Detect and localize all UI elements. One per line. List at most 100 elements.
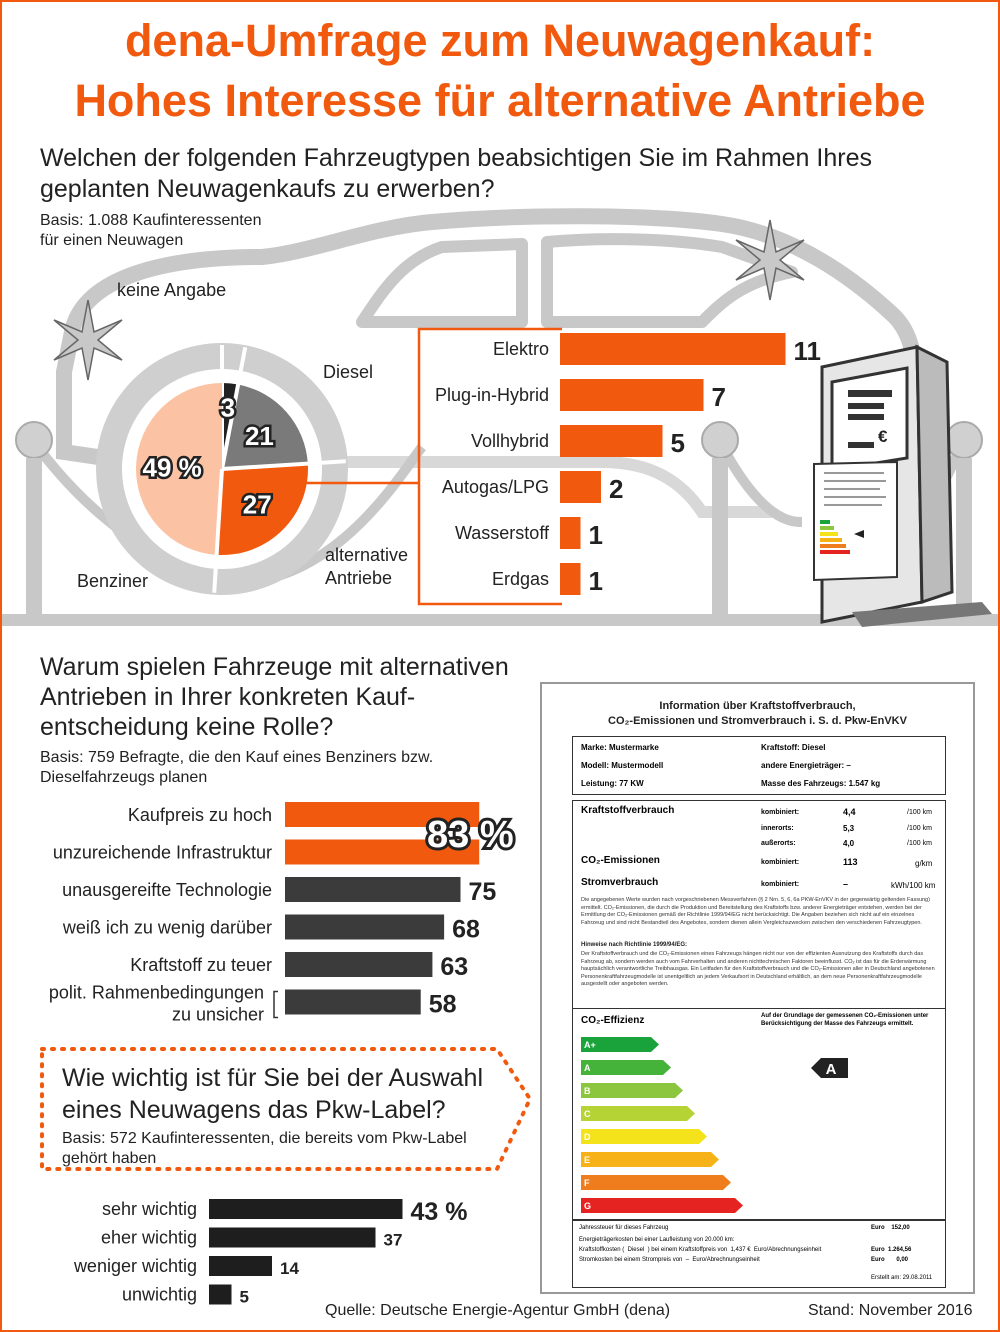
- section3-basis-line2: gehört haben: [62, 1150, 157, 1167]
- consumption-unit-3: /100 km: [907, 840, 932, 847]
- efficiency-class-label-5: E: [584, 1155, 590, 1165]
- section1-basis-line1: Basis: 1.088 Kaufinteressenten: [40, 212, 262, 229]
- efficiency-class-5: [581, 1152, 719, 1167]
- consumption-kombiniert-label: kombiniert:: [761, 809, 800, 816]
- section3-question-line2: eines Neuwagens das Pkw-Label?: [62, 1096, 446, 1124]
- pkw-label-title-line1: Information über Kraftstoffverbrauch,: [659, 700, 856, 712]
- importance-value-label-3: 5: [240, 1288, 249, 1307]
- efficiency-class-2: [581, 1083, 683, 1098]
- section3-dotted-frame: [40, 1047, 533, 1171]
- consumption-unit-1: /100 km: [907, 809, 932, 816]
- efficiency-class-label-4: D: [584, 1132, 591, 1142]
- efficiency-class-6: [581, 1175, 731, 1190]
- reason-category-label-5-line1: polit. Rahmenbedingungen: [49, 983, 264, 1003]
- importance-value-label-2: 14: [280, 1259, 299, 1278]
- efficiency-box: CO₂-Effizienz Auf der Grundlage der geme…: [572, 1008, 946, 1220]
- reason-category-label-0: Kaufpreis zu hoch: [128, 805, 272, 825]
- footer-date: Stand: November 2016: [808, 1302, 973, 1319]
- label-kiosk: [813, 344, 992, 627]
- efficiency-class-0: [581, 1037, 659, 1052]
- reason-bar-1: [285, 839, 480, 865]
- consumption-innerorts-value: 5,3: [843, 824, 855, 833]
- efficiency-header: CO₂-Effizienz: [581, 1015, 645, 1026]
- car-window-rear: [541, 233, 798, 328]
- importance-category-label-1: eher wichtig: [101, 1228, 197, 1248]
- pie-label-2: 27: [243, 489, 272, 519]
- kiosk-price-euro: €: [878, 427, 888, 446]
- reason-category-label-2: unausgereifte Technologie: [62, 880, 272, 900]
- reason-category-label-1: unzureichende Infrastruktur: [53, 843, 272, 863]
- importance-value-label-0: 43 %: [411, 1198, 468, 1226]
- cost-strom: Stromkosten bei einem Strompreis von – E…: [579, 1257, 760, 1263]
- reason-category-label-3: weiß ich zu wenig darüber: [62, 918, 272, 938]
- alt-category-label-1: Plug-in-Hybrid: [435, 385, 549, 405]
- reason-category-label-5-line2: zu unsicher: [172, 1005, 264, 1025]
- alt-category-label-5: Erdgas: [492, 569, 549, 589]
- importance-category-label-3: unwichtig: [122, 1285, 197, 1305]
- vehicle-kraftstoff: Kraftstoff: Diesel: [761, 743, 826, 752]
- pie-chart: 3 21 27 49 %: [96, 343, 419, 595]
- efficiency-rating-label: A: [826, 1061, 837, 1078]
- section2-question-line2: Antrieben in Ihrer konkreten Kauf-: [40, 683, 416, 711]
- reason-value-label-3: 68: [452, 916, 480, 944]
- pie-label-1: 21: [245, 421, 274, 451]
- section3-basis-line1: Basis: 572 Kaufinteressenten, die bereit…: [62, 1130, 467, 1147]
- section3-question-line1: Wie wichtig ist für Sie bei der Auswahl: [62, 1064, 484, 1092]
- co2-kombiniert-label: kombiniert:: [761, 859, 800, 866]
- alt-value-label-1: 7: [712, 382, 726, 412]
- pie-label-3: 49 %: [143, 452, 202, 482]
- sparkle-left: [53, 299, 123, 381]
- cost-box: Jahressteuer für dieses Fahrzeug Euro 15…: [572, 1220, 946, 1288]
- strom-unit: kWh/100 km: [891, 881, 936, 890]
- vehicle-leistung: Leistung: 77 KW: [581, 779, 644, 788]
- ring-label-alternative: alternative: [325, 545, 409, 565]
- reason-bar-0: [285, 802, 480, 827]
- hinweis-header: Hinweise nach Richtlinie 1999/94/EG:: [581, 942, 688, 948]
- consumption-ausserorts-label: außerorts:: [761, 840, 796, 847]
- importance-category-label-0: sehr wichtig: [102, 1199, 197, 1219]
- efficiency-rating-arrow: [811, 1058, 848, 1078]
- alt-bar-3: [560, 471, 601, 503]
- sparkle-right: [735, 219, 805, 301]
- reasons-bar-chart: Kaufpreis zu hoch unzureichende Infrastru…: [49, 802, 517, 1025]
- alt-value-label-4: 1: [589, 520, 603, 550]
- legal-text-1: Die angegebenen Werte wurden nach vorges…: [581, 897, 930, 926]
- vehicle-data-box: Marke: Mustermarke Kraftstoff: Diesel Mo…: [572, 736, 946, 795]
- pie-divider-3: [212, 468, 224, 593]
- efficiency-class-label-0: A+: [584, 1040, 596, 1050]
- efficiency-class-label-3: C: [584, 1109, 591, 1119]
- cost-erstellt: Erstellt am: 29.08.2011: [871, 1275, 933, 1281]
- main-title-line1: dena-Umfrage zum Neuwagenkauf:: [124, 15, 876, 66]
- section1-question-line1: Welchen der folgenden Fahrzeugtypen beab…: [40, 144, 872, 172]
- car-outline: [64, 208, 923, 480]
- ring-label-benziner: Benziner: [77, 571, 149, 591]
- reason-bar-5: [285, 989, 421, 1015]
- cost-strom-value: Euro 0,00: [871, 1257, 909, 1263]
- efficiency-note: Auf der Grundlage der gemessenen CO₂-Emi…: [761, 1013, 929, 1027]
- strom-value: –: [843, 879, 849, 889]
- cost-energie: Energieträgerkosten bei einer Laufleistu…: [579, 1237, 735, 1243]
- pkw-label-title-line2: CO₂-Emissionen und Stromverbrauch i. S. …: [608, 715, 907, 727]
- section2-basis-line1: Basis: 759 Befragte, die den Kauf eines …: [40, 749, 434, 766]
- cost-kraftstoff: Kraftstoffkosten ( Diesel ) bei einem Kr…: [579, 1247, 822, 1253]
- pie-divider-1: [220, 346, 248, 470]
- footer-source: Quelle: Deutsche Energie-Agentur GmbH (d…: [325, 1302, 671, 1319]
- cost-steuer: Jahressteuer für dieses Fahrzeug: [579, 1225, 669, 1231]
- reason-value-label-2: 75: [469, 878, 497, 906]
- alt-bar-4: [560, 517, 581, 549]
- cost-steuer-value: Euro 152,00: [871, 1225, 910, 1231]
- pie-slice-3: [135, 383, 222, 555]
- importance-bar-0: [209, 1199, 403, 1219]
- alt-bar-5: [560, 563, 581, 595]
- consumption-header: Kraftstoffverbrauch: [581, 805, 675, 816]
- car-window-front: [356, 238, 528, 328]
- reason-bar-2: [285, 877, 461, 902]
- importance-bar-3: [209, 1284, 232, 1305]
- importance-bar-2: [209, 1256, 272, 1276]
- consumption-ausserorts-value: 4,0: [843, 839, 855, 848]
- pkw-label-document: Information über Kraftstoffverbrauch, CO…: [540, 682, 975, 1294]
- ring-label-antriebe: Antriebe: [325, 568, 393, 588]
- cost-kraftstoff-value: Euro 1.264,56: [871, 1247, 912, 1253]
